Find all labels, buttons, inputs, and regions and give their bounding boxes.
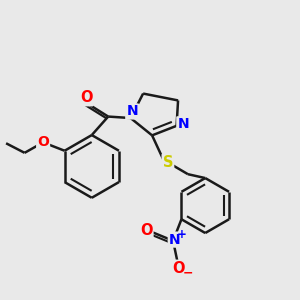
Text: O: O bbox=[172, 261, 184, 276]
Text: O: O bbox=[140, 224, 152, 238]
Text: O: O bbox=[80, 90, 92, 105]
Text: N: N bbox=[169, 232, 180, 247]
Text: N: N bbox=[177, 117, 189, 131]
Text: +: + bbox=[176, 228, 186, 241]
Text: −: − bbox=[183, 266, 193, 279]
Text: N: N bbox=[126, 104, 138, 118]
Text: S: S bbox=[163, 155, 173, 170]
Text: O: O bbox=[37, 135, 49, 149]
